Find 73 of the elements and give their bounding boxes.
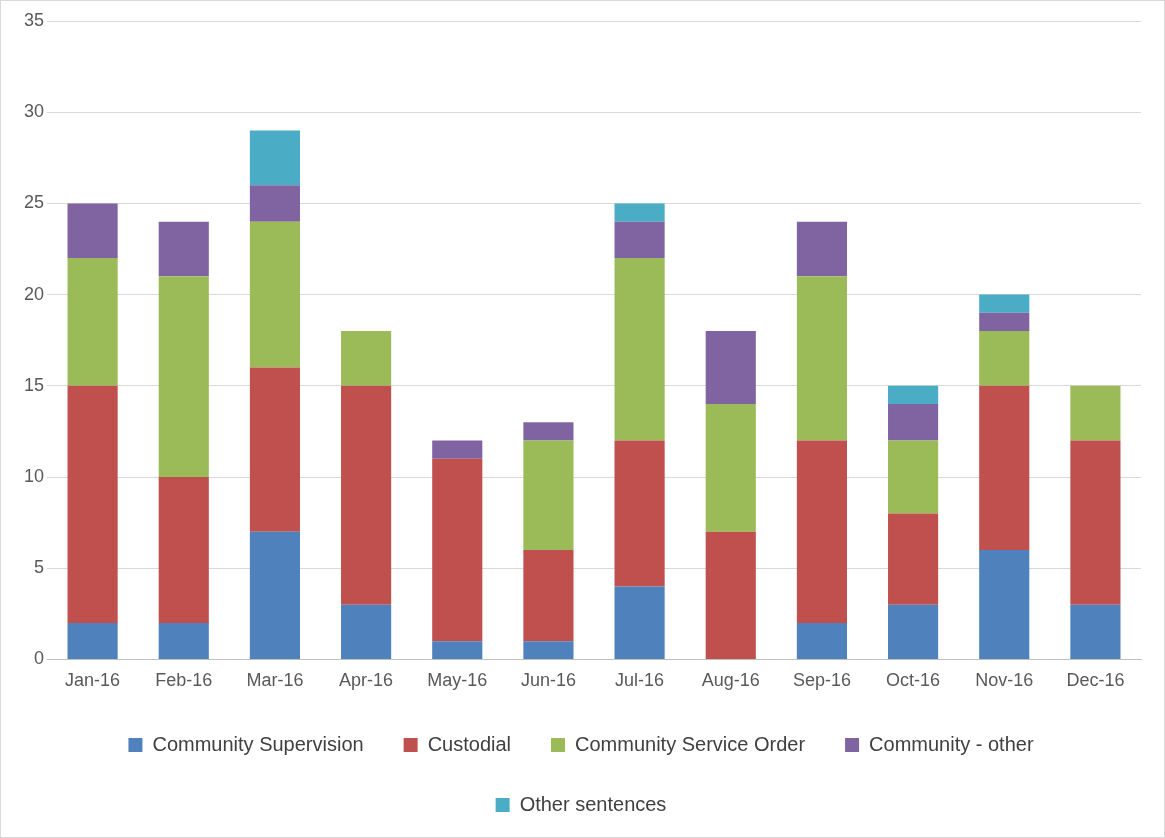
y-tick-label: 5 <box>34 557 45 578</box>
bar <box>705 531 756 659</box>
bar <box>249 367 300 532</box>
bar <box>796 622 847 659</box>
x-tick-label: Aug-16 <box>701 670 760 691</box>
bar <box>158 622 209 659</box>
bar <box>614 440 665 587</box>
x-tick-label: Jun-16 <box>520 670 576 691</box>
bar <box>705 331 756 405</box>
x-tick-label: Feb-16 <box>155 670 213 691</box>
x-tick-label: Oct-16 <box>886 670 941 691</box>
y-tick-label: 35 <box>23 9 45 30</box>
bar <box>614 586 665 659</box>
bar <box>523 641 574 659</box>
bar <box>979 312 1030 332</box>
bar <box>888 440 939 514</box>
bar <box>796 440 847 623</box>
bar <box>979 331 1030 386</box>
y-tick-label: 10 <box>23 465 45 486</box>
bar <box>614 258 665 441</box>
bar <box>1070 604 1121 659</box>
x-tick-label: Sep-16 <box>792 670 851 691</box>
bar <box>888 404 939 441</box>
bar <box>888 385 939 405</box>
bar <box>1070 440 1121 605</box>
x-tick-label: Jul-16 <box>615 670 665 691</box>
bar <box>432 458 483 642</box>
bar <box>341 331 392 386</box>
bar <box>249 185 300 222</box>
x-tick-label: Nov-16 <box>975 670 1034 691</box>
y-tick-label: 30 <box>23 101 45 122</box>
bar <box>158 477 209 623</box>
bar <box>979 549 1030 659</box>
bar <box>249 531 300 659</box>
legend-label: Other sentences <box>519 792 667 815</box>
x-tick-label: Apr-16 <box>339 670 394 691</box>
bar <box>158 221 209 277</box>
bar <box>979 294 1030 313</box>
y-tick-label: 15 <box>23 374 45 395</box>
x-tick-label: Dec-16 <box>1066 670 1125 691</box>
legend-label: Custodial <box>427 732 512 755</box>
bar <box>341 604 392 659</box>
bar <box>614 203 665 222</box>
bar <box>523 422 574 441</box>
y-tick-label: 0 <box>34 648 45 669</box>
bar <box>523 549 574 642</box>
bar <box>67 258 118 386</box>
bar <box>158 276 209 477</box>
bar <box>249 130 300 186</box>
bar <box>796 276 847 441</box>
y-tick-label: 25 <box>23 192 45 213</box>
x-tick-label: Mar-16 <box>246 670 304 691</box>
bar <box>614 221 665 259</box>
bar <box>888 604 939 659</box>
bar <box>796 221 847 277</box>
legend-label: Community Service Order <box>575 732 806 755</box>
x-tick-label: May-16 <box>427 670 488 691</box>
y-tick-label: 20 <box>23 283 45 304</box>
bar <box>249 221 300 368</box>
bar <box>979 385 1030 550</box>
bar <box>888 513 939 605</box>
x-tick-label: Jan-16 <box>65 670 121 691</box>
bar <box>432 440 483 459</box>
bar <box>67 622 118 659</box>
bar <box>341 385 392 605</box>
bar <box>67 385 118 623</box>
bar <box>523 440 574 550</box>
bar <box>432 641 483 659</box>
bar <box>705 404 756 532</box>
legend-label: Community Supervision <box>152 732 364 755</box>
legend-label: Community - other <box>869 732 1034 755</box>
bar <box>1070 385 1121 441</box>
bar <box>67 203 118 259</box>
